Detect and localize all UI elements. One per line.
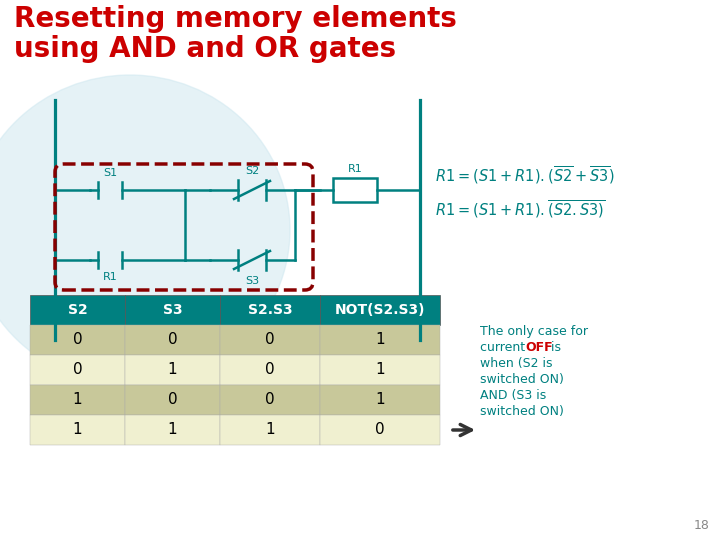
Text: S2: S2	[245, 166, 259, 176]
Bar	[320, 355, 440, 385]
Text: R1: R1	[348, 164, 362, 174]
Text: OFF: OFF	[525, 341, 553, 354]
Text: S1: S1	[103, 168, 117, 178]
Text: current: current	[480, 341, 529, 354]
Bar	[30, 385, 125, 415]
Text: S2: S2	[68, 303, 87, 317]
Text: S3: S3	[163, 303, 182, 317]
Text: 0: 0	[168, 333, 177, 348]
Text: 0: 0	[265, 333, 275, 348]
Text: 18: 18	[694, 519, 710, 532]
Text: using AND and OR gates: using AND and OR gates	[14, 35, 396, 63]
Text: The only case for: The only case for	[480, 325, 588, 338]
Text: S3: S3	[245, 276, 259, 286]
Text: 1: 1	[168, 362, 177, 377]
Bar	[30, 325, 125, 355]
Text: 0: 0	[168, 393, 177, 408]
Bar	[320, 325, 440, 355]
Bar	[30, 355, 125, 385]
Text: 1: 1	[168, 422, 177, 437]
Bar	[220, 385, 320, 415]
Text: 1: 1	[265, 422, 275, 437]
Text: switched ON): switched ON)	[480, 373, 564, 386]
Text: 0: 0	[265, 362, 275, 377]
Bar	[125, 355, 220, 385]
Text: 1: 1	[375, 393, 384, 408]
Bar	[30, 415, 125, 445]
Text: 1: 1	[375, 362, 384, 377]
Bar	[220, 355, 320, 385]
Text: R1: R1	[103, 272, 117, 282]
Text: NOT(S2.S3): NOT(S2.S3)	[335, 303, 426, 317]
Bar	[220, 415, 320, 445]
Bar	[220, 325, 320, 355]
Text: 1: 1	[375, 333, 384, 348]
Bar	[320, 385, 440, 415]
Text: 0: 0	[375, 422, 384, 437]
Ellipse shape	[0, 75, 290, 385]
Text: 0: 0	[265, 393, 275, 408]
Text: 1: 1	[73, 422, 82, 437]
Bar	[333, 178, 377, 202]
Text: is: is	[547, 341, 561, 354]
Bar	[125, 325, 220, 355]
Text: 1: 1	[73, 393, 82, 408]
Text: S2.S3: S2.S3	[248, 303, 292, 317]
Text: $R1 = (S1 + R1).(\overline{S2} + \overline{S3})$: $R1 = (S1 + R1).(\overline{S2} + \overli…	[435, 164, 615, 186]
Bar	[125, 295, 220, 325]
Text: 0: 0	[73, 333, 82, 348]
Text: switched ON): switched ON)	[480, 405, 564, 418]
Bar	[220, 295, 320, 325]
Bar	[30, 295, 125, 325]
Bar	[125, 415, 220, 445]
Bar	[320, 295, 440, 325]
Bar	[125, 385, 220, 415]
Text: Resetting memory elements: Resetting memory elements	[14, 5, 457, 33]
Text: when (S2 is: when (S2 is	[480, 357, 552, 370]
Bar	[320, 415, 440, 445]
Text: $R1 = (S1 + R1).\overline{(S2.S3)}$: $R1 = (S1 + R1).\overline{(S2.S3)}$	[435, 199, 606, 221]
Text: AND (S3 is: AND (S3 is	[480, 389, 546, 402]
Text: 0: 0	[73, 362, 82, 377]
